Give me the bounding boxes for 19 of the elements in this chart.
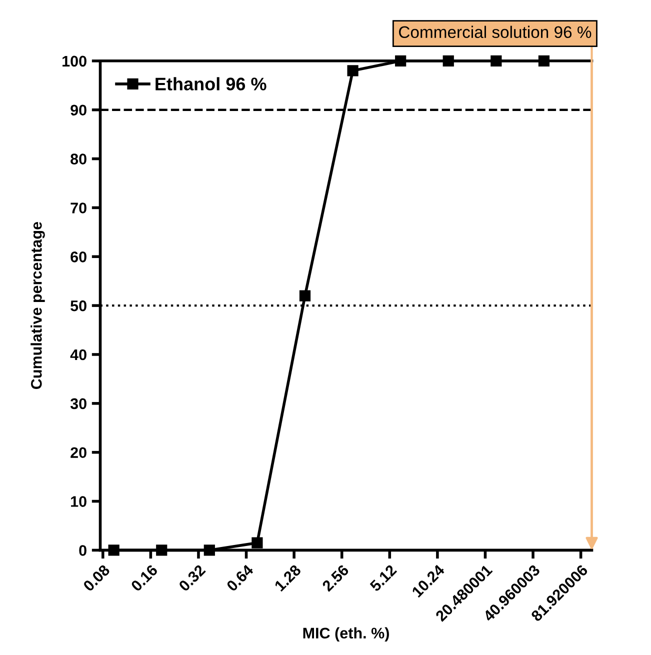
ref-line-label: Commercial solution 96 % — [399, 26, 592, 38]
x-tick-label: 0.32 — [178, 564, 206, 592]
x-tick-label: 0.16 — [130, 564, 158, 592]
y-tick-label: 20 — [70, 447, 86, 458]
y-tick-label: 10 — [71, 496, 86, 507]
y-tick-label: 70 — [70, 202, 86, 214]
x-tick-label: 0.08 — [82, 564, 110, 592]
x-axis-title: MIC (eth. %) — [303, 627, 389, 642]
y-tick-label: 50 — [70, 300, 86, 312]
legend-label: Ethanol 96 % — [156, 77, 266, 90]
y-tick-label: 100 — [62, 56, 86, 67]
y-axis-title: Cumulative percentage — [30, 222, 45, 389]
x-tick-label: 0.64 — [226, 564, 254, 592]
y-tick-label: 90 — [70, 104, 86, 116]
y-tick-label: 60 — [70, 251, 86, 262]
y-tick-label: 30 — [70, 398, 86, 410]
y-tick-label: 40 — [70, 349, 86, 360]
y-tick-label: 80 — [70, 154, 86, 164]
y-tick-label: 0 — [79, 545, 86, 556]
